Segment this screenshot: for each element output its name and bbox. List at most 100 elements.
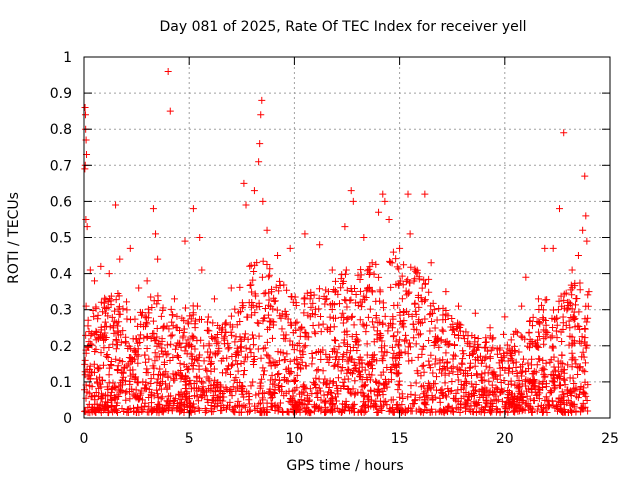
data-point [406,339,414,347]
data-point [234,367,242,375]
data-point [255,400,263,408]
data-point [412,307,420,315]
data-point [532,368,540,376]
data-point [153,300,161,308]
data-point [394,301,402,309]
data-point [158,404,166,412]
data-point [359,320,367,328]
data-point [530,396,538,404]
data-point [273,306,281,314]
data-point [143,365,151,373]
data-point [100,336,108,344]
data-point [502,405,510,413]
data-point [339,378,347,386]
data-point [96,380,104,388]
data-point [433,373,441,381]
data-point [173,405,181,413]
data-point [171,345,179,353]
data-point [203,367,211,375]
data-point [549,344,557,352]
data-point [471,338,479,346]
data-point [284,377,292,385]
data-point [303,394,311,402]
data-point [101,403,109,411]
data-point [258,96,266,104]
data-point [361,366,369,374]
data-point [403,291,411,299]
data-point [134,345,142,353]
data-point [152,336,160,344]
data-point [257,354,265,362]
data-point [132,386,140,394]
data-point [581,334,589,342]
data-point [484,369,492,377]
data-point [118,405,126,413]
data-point [346,347,354,355]
data-point [126,395,134,403]
data-point [568,305,576,313]
data-point [194,397,202,405]
data-point [366,305,374,313]
data-point [211,376,219,384]
data-point [542,333,550,341]
data-point [235,409,243,417]
data-point [263,338,271,346]
data-point [513,329,521,337]
data-point [347,296,355,304]
data-point [364,398,372,406]
data-point [142,358,150,366]
data-point [344,365,352,373]
data-point [408,356,416,364]
data-point [186,312,194,320]
data-point [568,356,576,364]
data-point [356,298,364,306]
data-point [517,332,525,340]
data-point [352,299,360,307]
data-point [266,385,274,393]
data-point [564,304,572,312]
data-point [302,362,310,370]
data-point [338,271,346,279]
data-point [467,407,475,415]
data-point [190,333,198,341]
data-point [412,310,420,318]
data-point [183,388,191,396]
data-point [125,360,133,368]
data-point [158,393,166,401]
data-point [312,384,320,392]
data-point [577,408,585,416]
data-point [387,406,395,414]
data-point [82,408,90,416]
data-point [448,326,456,334]
data-point [433,386,441,394]
data-point [431,393,439,401]
data-point [189,302,197,310]
data-point [141,313,149,321]
data-point [504,357,512,365]
data-point [287,321,295,329]
data-point [181,377,189,385]
data-point [485,377,493,385]
data-point [177,375,185,383]
data-point [351,377,359,385]
data-point [354,271,362,279]
data-point [439,311,447,319]
data-point [127,354,135,362]
data-point [385,322,393,330]
data-point [579,384,587,392]
data-point [431,324,439,332]
data-point [574,394,582,402]
data-point [312,348,320,356]
data-point [402,277,410,285]
data-point [222,405,230,413]
data-point [167,332,175,340]
data-point [492,384,500,392]
data-point [406,230,414,238]
data-point [311,330,319,338]
data-point [253,319,261,327]
data-point [445,403,453,411]
data-point [566,374,574,382]
data-point [151,349,159,357]
data-point [220,393,228,401]
data-point [352,290,360,298]
